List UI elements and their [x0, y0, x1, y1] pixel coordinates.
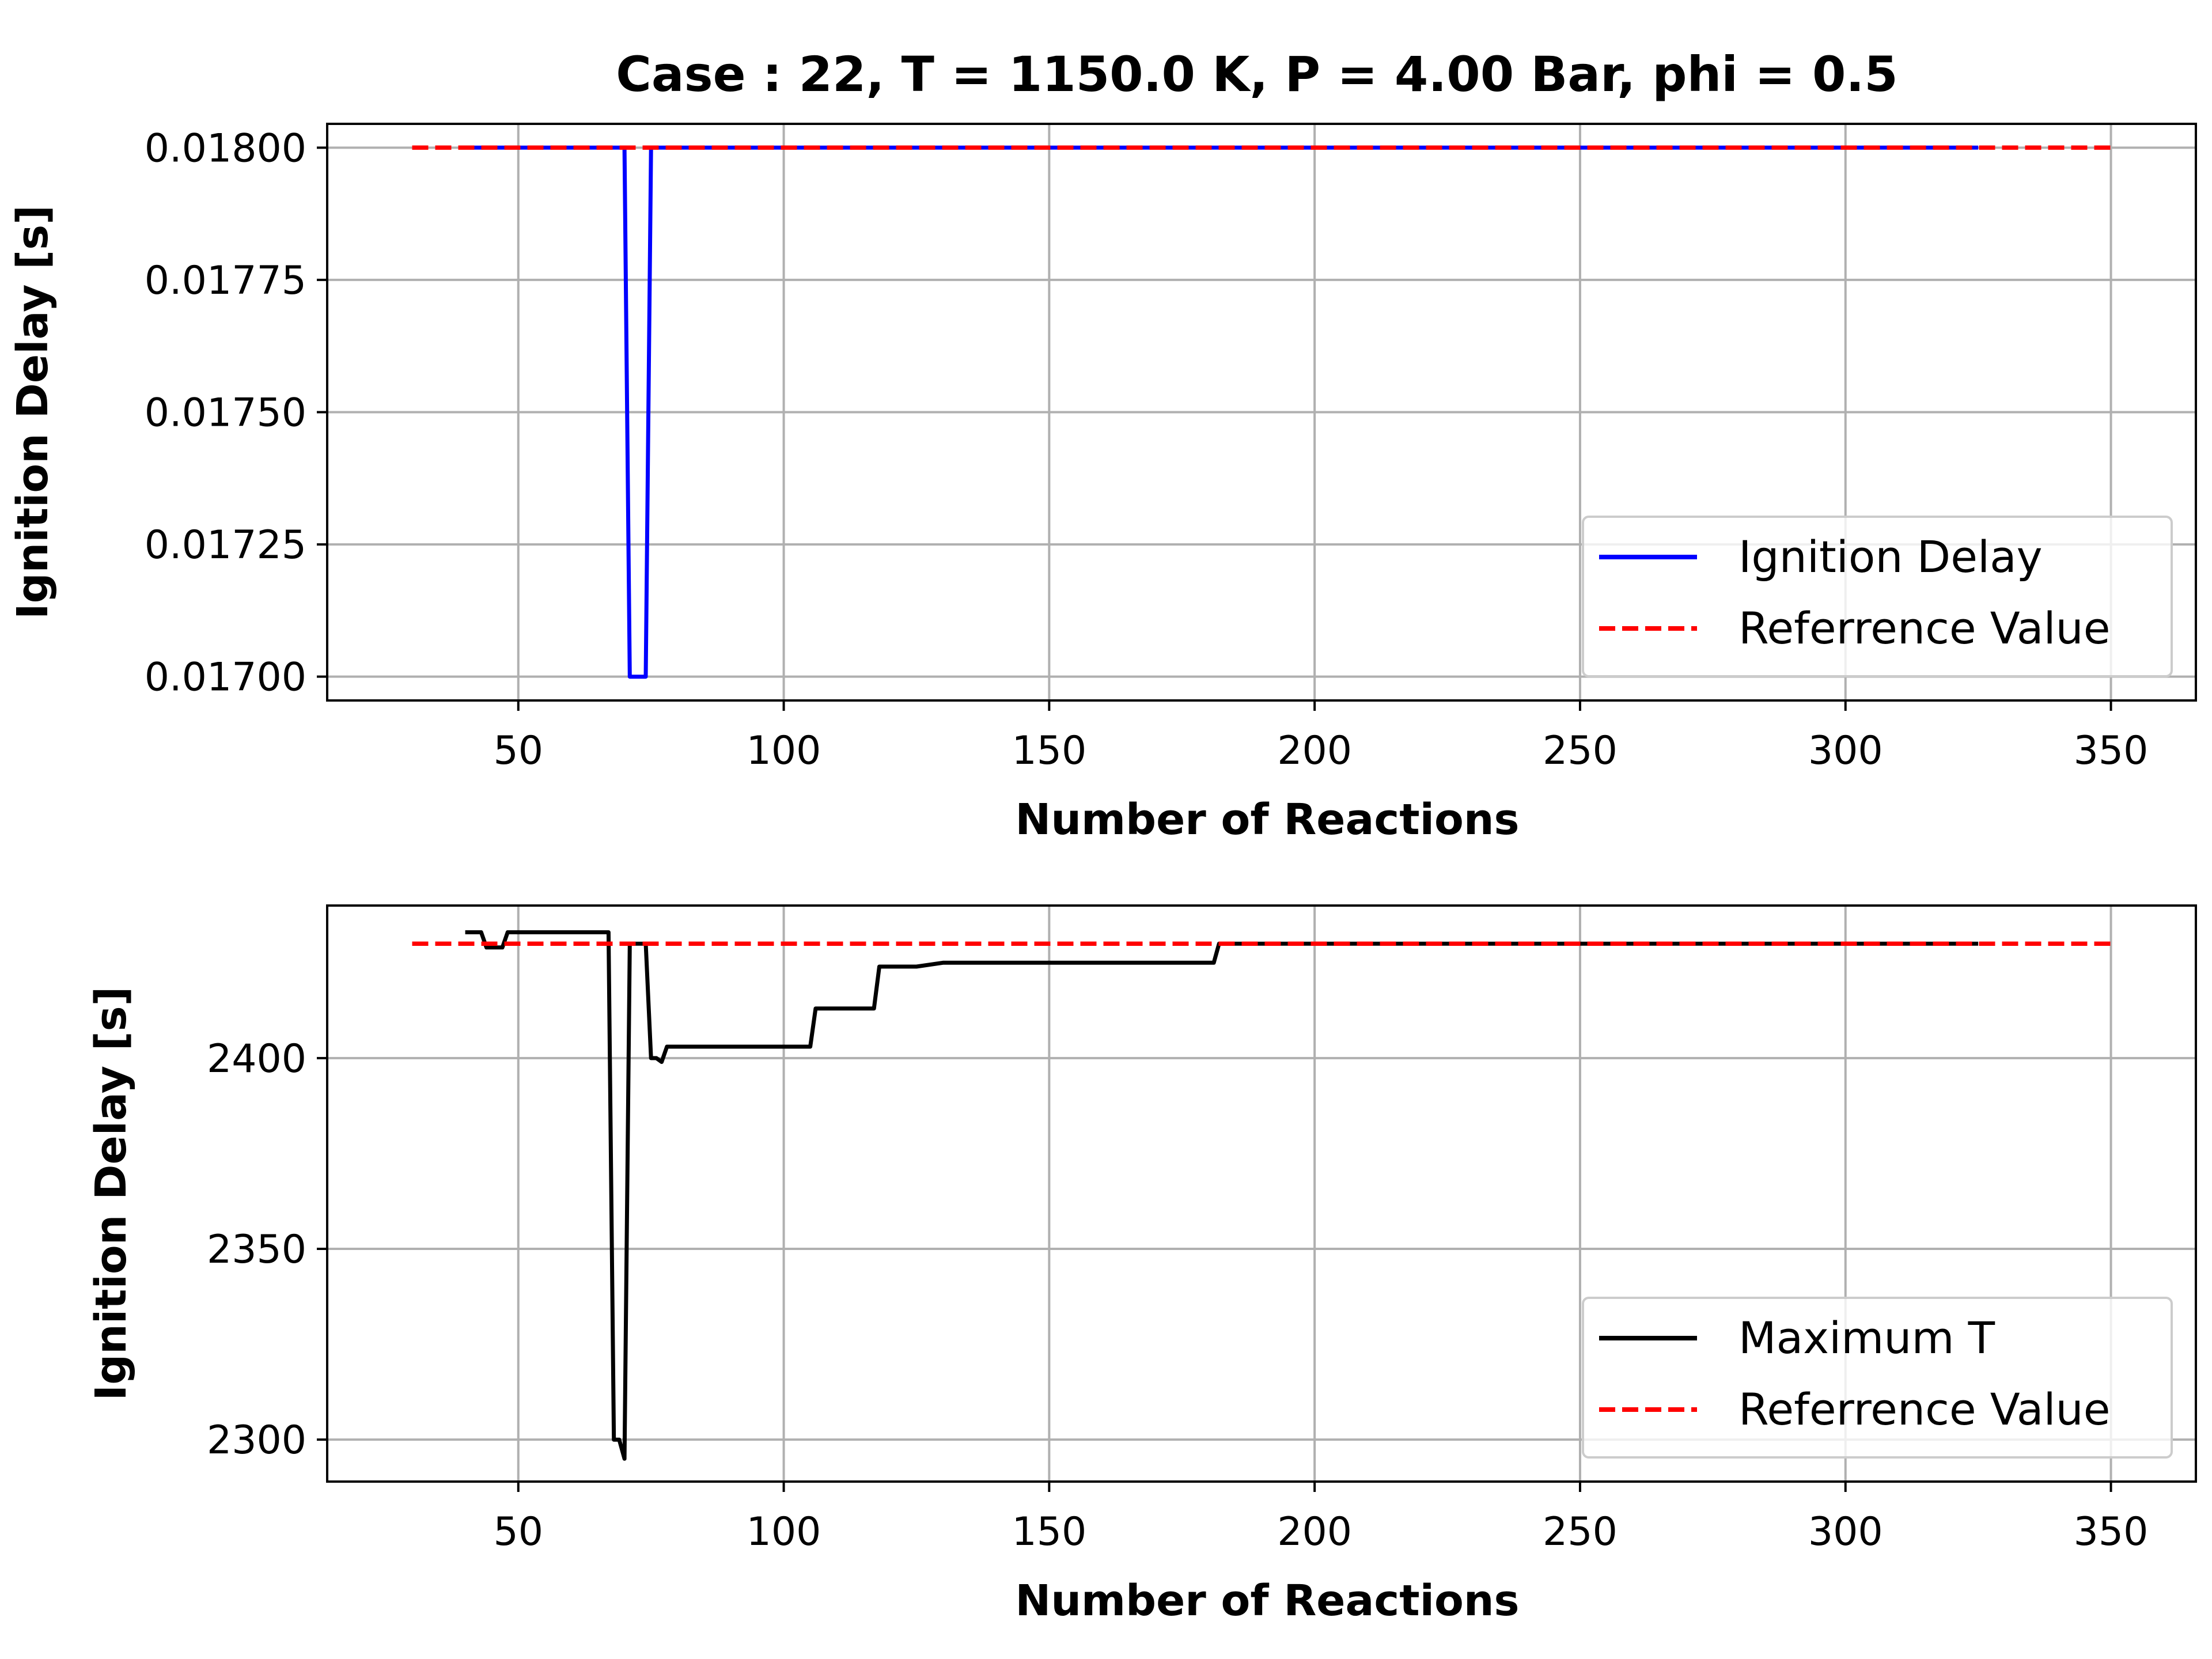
y-tick-label: 0.01775 — [145, 258, 306, 304]
x-tick-label: 350 — [2074, 1509, 2149, 1555]
y-tick-label: 0.01725 — [145, 522, 306, 568]
x-tick-label: 100 — [747, 1509, 821, 1555]
y-tick-label: 0.01800 — [145, 126, 306, 171]
y-tick-label: 2400 — [207, 1036, 306, 1082]
maximum-temperature-panel: 50 100 150 200 250 300 350 2300 2350 2400 Number o… — [86, 904, 2197, 1626]
series-line-maximum-t — [465, 930, 1979, 1461]
y-tick-label: 0.01750 — [145, 391, 306, 436]
x-tick-label: 350 — [2074, 728, 2149, 774]
maximum-temperature-legend: Maximum T Referrence Value — [1582, 1297, 2173, 1459]
x-tick-label: 150 — [1012, 728, 1086, 774]
y-tick-label: 2300 — [207, 1418, 306, 1463]
x-tick-label: 200 — [1277, 1509, 1352, 1555]
y-axis-label: Ignition Delay [s] — [8, 205, 58, 619]
x-tick-label: 50 — [494, 728, 544, 774]
x-axis-label: Number of Reactions — [1015, 795, 1519, 844]
legend-entry-label: Referrence Value — [1738, 1384, 2110, 1435]
ignition-delay-legend: Ignition Delay Referrence Value — [1582, 516, 2173, 677]
x-axis-label: Number of Reactions — [1015, 1576, 1519, 1626]
ignition-delay-series — [412, 145, 2111, 679]
ignition-delay-panel: 50 100 150 200 250 300 350 0.01700 0.01725 0.0175… — [8, 123, 2197, 844]
x-tick-label: 250 — [1543, 728, 1618, 774]
x-tick-label: 300 — [1808, 728, 1883, 774]
x-tick-label: 200 — [1277, 728, 1352, 774]
x-tick-label: 250 — [1543, 1509, 1618, 1555]
y-tick-label: 2350 — [207, 1227, 306, 1272]
maximum-temperature-axes-frame — [326, 904, 2197, 1483]
x-tick-label: 150 — [1012, 1509, 1086, 1555]
y-axis-label: Ignition Delay [s] — [86, 987, 136, 1401]
x-tick-label: 50 — [494, 1509, 544, 1555]
x-tick-label: 100 — [747, 728, 821, 774]
x-tick-label: 300 — [1808, 1509, 1883, 1555]
chart-title: Case : 22, T = 1150.0 K, P = 4.00 Bar, p… — [616, 46, 1898, 103]
legend-entry-label: Maximum T — [1738, 1312, 1995, 1363]
legend-entry-label: Referrence Value — [1738, 603, 2110, 654]
legend-box — [1582, 516, 2173, 677]
legend-box — [1582, 1297, 2173, 1459]
maximum-temperature-series — [412, 930, 2111, 1461]
y-tick-label: 0.01700 — [145, 655, 306, 700]
legend-entry-label: Ignition Delay — [1738, 531, 2043, 582]
